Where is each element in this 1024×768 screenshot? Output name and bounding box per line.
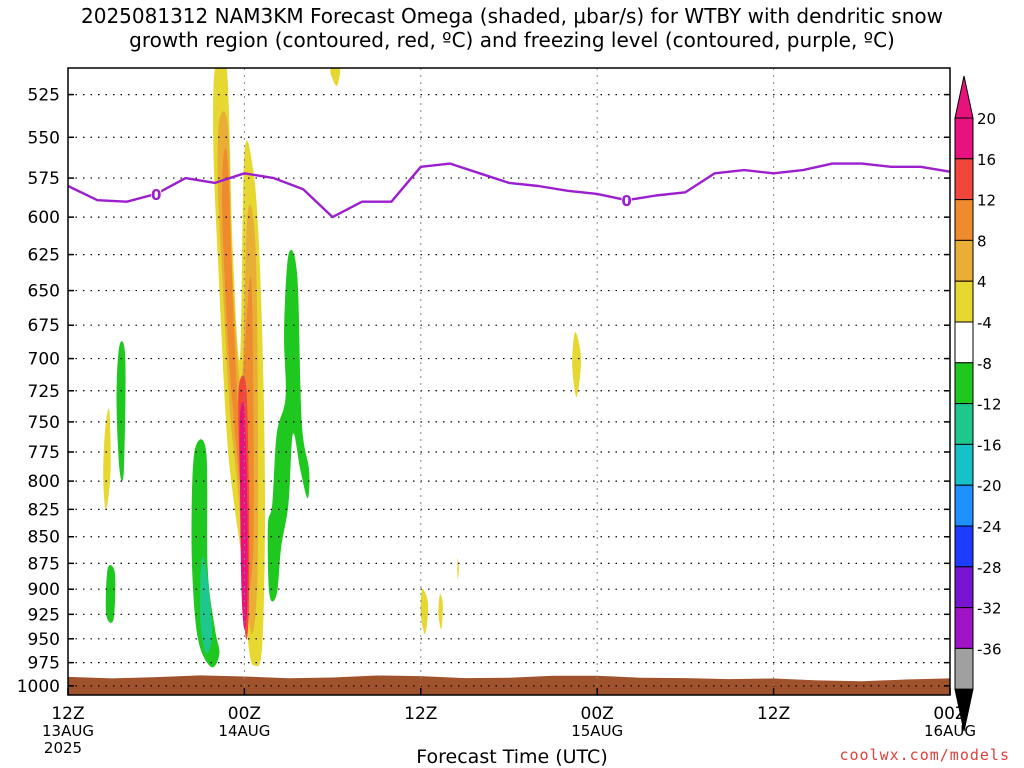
colorbar-swatch-12 [954, 607, 974, 649]
colorbar-label-5: -4 [977, 314, 992, 332]
freezing-level-contour: 0 0 0 [68, 0, 950, 219]
colorbar-swatch-6 [954, 362, 974, 405]
title-line-1: 2025081312 NAM3KM Forecast Omega (shaded… [81, 4, 943, 28]
colorbar-label-3: 8 [977, 232, 987, 250]
freezing-level-label-bg-0 [151, 185, 162, 202]
y-tick-label-950: 950 [28, 630, 60, 650]
colorbar-label-6: -8 [977, 355, 992, 373]
omega-area-11 [116, 341, 126, 482]
y-tick-label-725: 725 [28, 382, 60, 402]
y-tick-label-550: 550 [28, 128, 60, 148]
x-tick-label-2: 12Z [404, 704, 437, 724]
y-tick-label-1000: 1000 [17, 677, 60, 697]
x-tick-label-4: 12Z [757, 704, 790, 724]
colorbar-swatch-0 [954, 117, 974, 160]
y-tick-label-975: 975 [28, 654, 60, 674]
omega-area-14 [200, 556, 213, 654]
freezing-level-label-bg-1 [372, 0, 382, 16]
y-axis-ticks: 525 550 575 600 625 650 675 700 725 750 775 800 825 8… [17, 86, 950, 697]
colorbar-label-7: -12 [977, 396, 1002, 414]
omega-area-6 [330, 68, 341, 86]
x-tick-label-1: 00Z [228, 704, 261, 724]
omega-area-15 [267, 249, 310, 602]
colorbar-label-13: -36 [977, 640, 1002, 658]
x-tick-year-0: 2025 [44, 739, 82, 757]
y-tick-label-650: 650 [28, 282, 60, 302]
colorbar-label-2: 12 [977, 192, 996, 210]
credit-link[interactable]: coolwx.com/models [839, 746, 1010, 764]
colorbar-bottom-arrow [954, 688, 974, 732]
colorbar-label-10: -24 [977, 518, 1002, 536]
y-tick-label-675: 675 [28, 316, 60, 336]
freezing-level-line [68, 162, 950, 219]
y-tick-label-850: 850 [28, 528, 60, 548]
colorbar-swatch-4 [954, 280, 974, 323]
x-tick-date-5: 16AUG [924, 722, 976, 740]
colorbar-label-4: 4 [977, 273, 987, 291]
x-tick-label-3: 00Z [581, 704, 614, 724]
grid-lines [68, 68, 950, 695]
plot-border [67, 67, 951, 696]
y-tick-label-700: 700 [28, 350, 60, 370]
colorbar-swatch-13 [954, 647, 974, 690]
x-tick-date-1: 14AUG [218, 722, 270, 740]
freezing-level-label-2: 0 [621, 192, 631, 210]
y-tick-label-575: 575 [28, 169, 60, 189]
colorbar-swatch-9 [954, 484, 974, 527]
omega-area-12 [105, 565, 116, 623]
colorbar-label-1: 16 [977, 151, 996, 169]
colorbar-label-11: -28 [977, 559, 1002, 577]
ground-fill [68, 675, 950, 695]
omega-area-5 [103, 408, 111, 510]
colorbar-label-8: -16 [977, 436, 1002, 454]
colorbar-label-0: 20 [977, 110, 996, 128]
colorbar-swatch-8 [954, 443, 974, 486]
colorbar-label-12: -32 [977, 600, 1002, 618]
freezing-level-label-bg-2 [621, 192, 632, 209]
colorbar-swatch-3 [954, 239, 974, 282]
plot-frame [67, 67, 951, 696]
colorbar-swatch-1 [954, 158, 974, 201]
title-line-2: growth region (contoured, red, ºC) and f… [129, 28, 895, 52]
omega-area-13 [191, 439, 220, 668]
colorbar-swatch-10 [954, 525, 974, 568]
freezing-level-label-0: 0 [151, 186, 161, 204]
y-tick-label-775: 775 [28, 443, 60, 463]
colorbar-swatch-11 [954, 566, 974, 609]
y-tick-label-925: 925 [28, 605, 60, 625]
y-tick-label-825: 825 [28, 500, 60, 520]
y-tick-label-525: 525 [28, 86, 60, 106]
colorbar: 20 16 12 8 4 -4 -8 -12 -16 -20 -24 -28 -32 -36 [954, 75, 1002, 732]
y-tick-label-600: 600 [28, 208, 60, 228]
omega-area-7 [420, 588, 429, 635]
colorbar-label-9: -20 [977, 477, 1002, 495]
x-tick-label-5: 00Z [933, 704, 966, 724]
omega-area-9 [457, 557, 459, 580]
omega-shading [103, 68, 582, 668]
y-tick-label-750: 750 [28, 413, 60, 433]
freezing-level-label-1: 0 [371, 0, 381, 4]
colorbar-swatch-5 [954, 321, 974, 364]
colorbar-top-arrow [954, 75, 974, 119]
y-tick-label-800: 800 [28, 472, 60, 492]
x-tick-date-3: 15AUG [571, 722, 623, 740]
omega-area-4 [239, 401, 248, 630]
omega-area-10 [572, 331, 582, 398]
x-axis-label: Forecast Time (UTC) [416, 746, 608, 768]
y-tick-label-625: 625 [28, 246, 60, 266]
colorbar-swatch-2 [954, 199, 974, 241]
x-tick-date-0: 13AUG [42, 722, 94, 740]
chart-title: 2025081312 NAM3KM Forecast Omega (shaded… [0, 4, 1024, 52]
y-tick-label-875: 875 [28, 554, 60, 574]
y-tick-label-900: 900 [28, 580, 60, 600]
x-tick-label-0: 12Z [51, 704, 84, 724]
ground-layer [68, 675, 950, 695]
colorbar-swatch-7 [954, 403, 974, 445]
omega-area-8 [438, 594, 443, 630]
